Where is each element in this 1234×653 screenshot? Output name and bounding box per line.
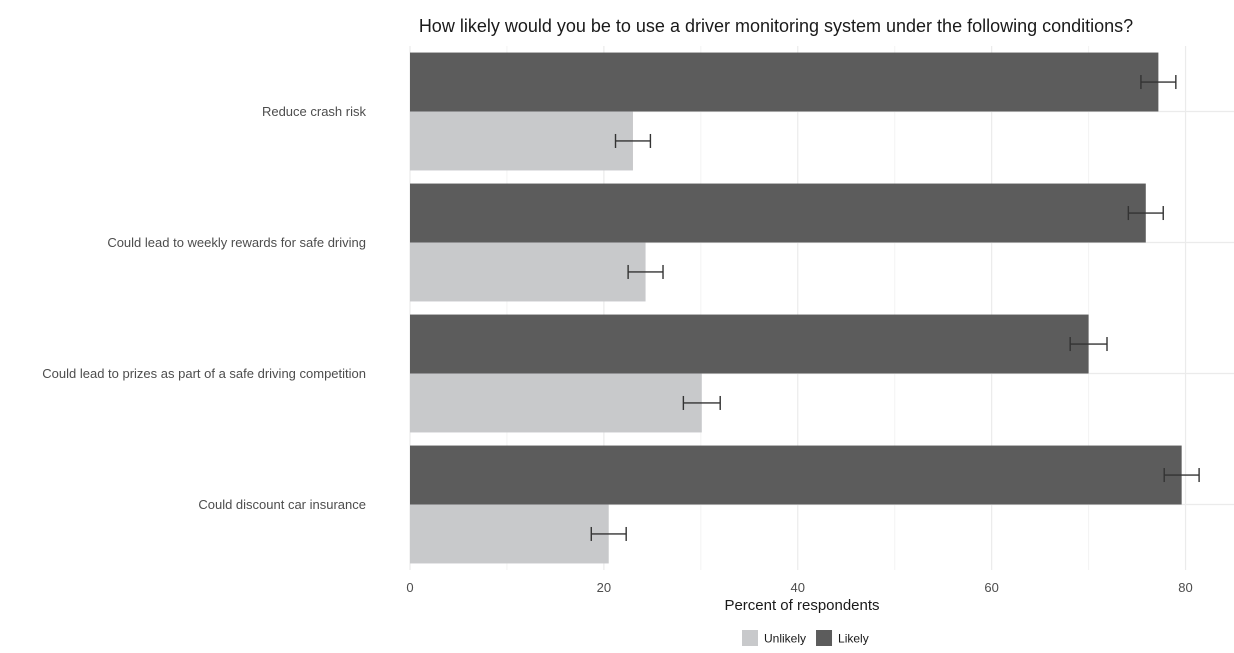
category-label: Reduce crash risk: [262, 104, 367, 119]
category-labels: Reduce crash risk Could lead to weekly re…: [42, 104, 366, 512]
bar-likely: [410, 314, 1089, 374]
legend-label: Unlikely: [764, 632, 806, 646]
bar-unlikely: [410, 111, 633, 171]
x-tick-label: 80: [1178, 580, 1192, 595]
bar-likely: [410, 52, 1159, 112]
category-label: Could lead to prizes as part of a safe d…: [42, 366, 366, 381]
legend-label: Likely: [838, 632, 869, 646]
bar-unlikely: [410, 504, 609, 564]
category-label: Could lead to weekly rewards for safe dr…: [107, 235, 366, 250]
chart-title: How likely would you be to use a driver …: [419, 16, 1133, 36]
category-label: Could discount car insurance: [198, 497, 366, 512]
bar-likely: [410, 183, 1146, 243]
bars: [410, 52, 1182, 564]
legend-swatch: [816, 630, 833, 646]
x-tick-label: 40: [791, 580, 805, 595]
bar-likely: [410, 445, 1182, 505]
x-tick-labels: 0 20 40 60 80: [406, 580, 1192, 595]
x-tick-label: 60: [984, 580, 998, 595]
bar-unlikely: [410, 242, 646, 302]
bar-unlikely: [410, 373, 702, 433]
legend: Unlikely Likely: [742, 630, 869, 646]
x-tick-label: 0: [406, 580, 413, 595]
error-bars: [590, 75, 1200, 541]
x-tick-label: 20: [597, 580, 611, 595]
legend-swatch: [742, 630, 758, 646]
x-axis-title: Percent of respondents: [724, 597, 879, 614]
